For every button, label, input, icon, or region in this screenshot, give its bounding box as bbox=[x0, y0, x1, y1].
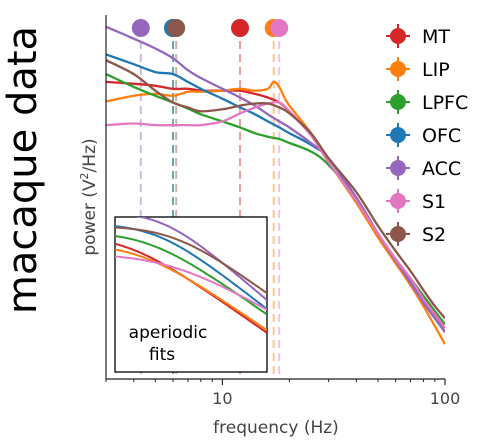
series-line-lip bbox=[106, 80, 445, 345]
peak-markers bbox=[131, 19, 289, 37]
legend-label-lpfc: LPFC bbox=[422, 92, 468, 114]
peak-marker-s1 bbox=[270, 19, 289, 37]
legend-swatch-lip bbox=[390, 61, 406, 77]
aperiodic-fit-s1 bbox=[115, 255, 267, 311]
legend-swatch-mt bbox=[390, 28, 406, 44]
legend-label-acc: ACC bbox=[422, 158, 461, 180]
legend-swatch-s2 bbox=[390, 226, 406, 242]
legend-swatch-s1 bbox=[390, 193, 406, 209]
aperiodic-fit-lines bbox=[115, 217, 267, 334]
legend-label-ofc: OFC bbox=[422, 125, 461, 147]
inset-label-line-1: aperiodic bbox=[129, 323, 208, 343]
legend: MT LIP LPFC OFC ACC S1 S2 bbox=[386, 24, 468, 246]
aperiodic-fit-s2 bbox=[115, 226, 267, 294]
y-axis-label-part-2: /Hz) bbox=[80, 138, 100, 172]
axes: 10 100 frequency (Hz) power (V2/Hz) bbox=[78, 15, 460, 438]
x-ticks: 10 100 bbox=[105, 379, 461, 408]
inset-label-line-2: fits bbox=[149, 345, 175, 365]
inset-panel: aperiodic fits bbox=[114, 216, 268, 373]
peak-marker-mt bbox=[231, 19, 250, 37]
peak-marker-s2 bbox=[167, 19, 186, 37]
legend-label-s1: S1 bbox=[422, 191, 446, 213]
legend-label-s2: S2 bbox=[422, 224, 446, 246]
legend-label-lip: LIP bbox=[422, 59, 450, 81]
aperiodic-fit-lip bbox=[115, 248, 267, 331]
inset-frame bbox=[114, 216, 268, 373]
series-line-acc bbox=[106, 25, 445, 333]
x-axis-label: frequency (Hz) bbox=[213, 418, 339, 438]
y-axis-label-superscript: 2 bbox=[78, 172, 91, 179]
series-line-s1 bbox=[106, 100, 445, 329]
y-axis-label: power (V2/Hz) bbox=[78, 138, 100, 255]
legend-swatch-ofc bbox=[390, 127, 406, 143]
legend-swatch-acc bbox=[390, 160, 406, 176]
legend-swatch-lpfc bbox=[390, 94, 406, 110]
y-axis-label-part-1: power (V bbox=[80, 179, 100, 256]
x-tick-label-10: 10 bbox=[212, 389, 232, 408]
aperiodic-fit-acc bbox=[136, 217, 267, 301]
spectrum-lines bbox=[106, 25, 445, 345]
peak-marker-acc bbox=[131, 19, 150, 37]
series-line-s2 bbox=[106, 59, 445, 319]
x-tick-label-100: 100 bbox=[430, 389, 461, 408]
legend-label-mt: MT bbox=[422, 26, 450, 48]
